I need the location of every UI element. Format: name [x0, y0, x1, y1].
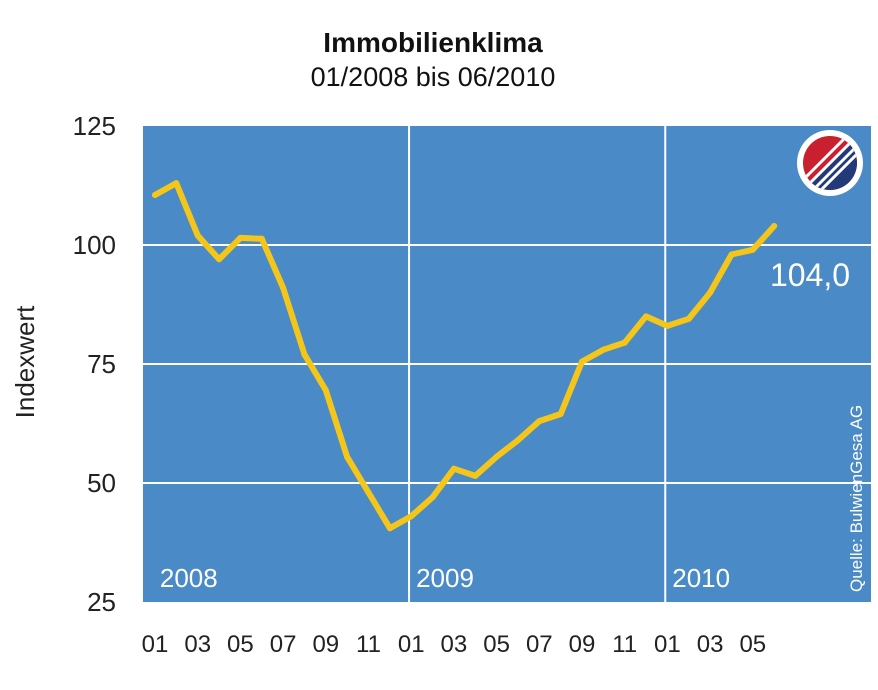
y-tick-label: 100: [73, 230, 116, 260]
chart-title: Immobilienklima: [323, 27, 543, 58]
data-point: [600, 346, 607, 353]
y-tick-label: 75: [87, 349, 116, 379]
data-points: [152, 180, 778, 532]
data-point: [429, 494, 436, 501]
data-point: [216, 256, 223, 263]
logo-icon: [797, 130, 863, 196]
year-label: 2009: [416, 563, 474, 593]
data-point: [707, 289, 714, 296]
data-point: [536, 418, 543, 425]
data-point: [621, 339, 628, 346]
data-point: [472, 472, 479, 479]
y-tick-label: 125: [73, 111, 116, 141]
data-point: [579, 358, 585, 365]
y-axis-label: Indexwert: [10, 305, 40, 418]
source-label: Quelle: BulwienGesa AG: [847, 405, 866, 592]
data-point: [408, 513, 415, 520]
x-ticks: 01 03 05 07 09 11 01 03 05 07 09 11 01 03 05: [142, 631, 767, 658]
x-tick-label: 01: [142, 631, 169, 658]
chart-subtitle: 01/2008 bis 06/2010: [311, 62, 556, 92]
series-line: [152, 180, 778, 532]
y-ticks: 125 100 75 50 25: [73, 111, 116, 617]
data-point: [664, 322, 671, 329]
x-tick-label: 07: [526, 631, 553, 658]
data-point: [493, 453, 500, 460]
data-point: [152, 192, 158, 198]
data-point: [344, 453, 351, 460]
x-tick-label: 09: [312, 631, 339, 658]
x-tick-label: 05: [227, 631, 254, 658]
year-labels: 2008 2009 2010: [160, 563, 730, 593]
end-value-label: 104,0: [770, 257, 850, 293]
x-tick-label: 03: [184, 631, 211, 658]
y-tick-label: 50: [87, 468, 116, 498]
data-point: [280, 284, 287, 291]
x-tick-label: 11: [612, 631, 637, 658]
data-point: [685, 315, 692, 322]
x-tick-label: 07: [270, 631, 297, 658]
x-tick-label: 01: [398, 631, 425, 658]
data-point: [301, 351, 308, 358]
data-point: [749, 246, 756, 253]
data-point: [194, 232, 201, 239]
data-point: [515, 437, 521, 444]
data-point: [237, 234, 244, 241]
data-point: [365, 489, 372, 496]
x-tick-label: 05: [739, 631, 766, 658]
data-point: [386, 525, 393, 532]
y-tick-label: 25: [87, 587, 116, 617]
year-label: 2008: [160, 563, 218, 593]
x-tick-label: 03: [697, 631, 724, 658]
x-tick-label: 09: [569, 631, 596, 658]
x-tick-label: 11: [356, 631, 381, 658]
data-point: [322, 387, 329, 394]
data-point: [258, 235, 265, 242]
data-point: [173, 180, 180, 187]
data-point: [771, 223, 778, 229]
x-tick-label: 01: [654, 631, 681, 658]
data-point: [643, 313, 649, 320]
x-tick-label: 03: [441, 631, 468, 658]
x-tick-label: 05: [483, 631, 510, 658]
data-point: [728, 251, 735, 258]
year-label: 2010: [672, 563, 730, 593]
data-point: [557, 411, 564, 417]
data-point: [450, 465, 457, 472]
